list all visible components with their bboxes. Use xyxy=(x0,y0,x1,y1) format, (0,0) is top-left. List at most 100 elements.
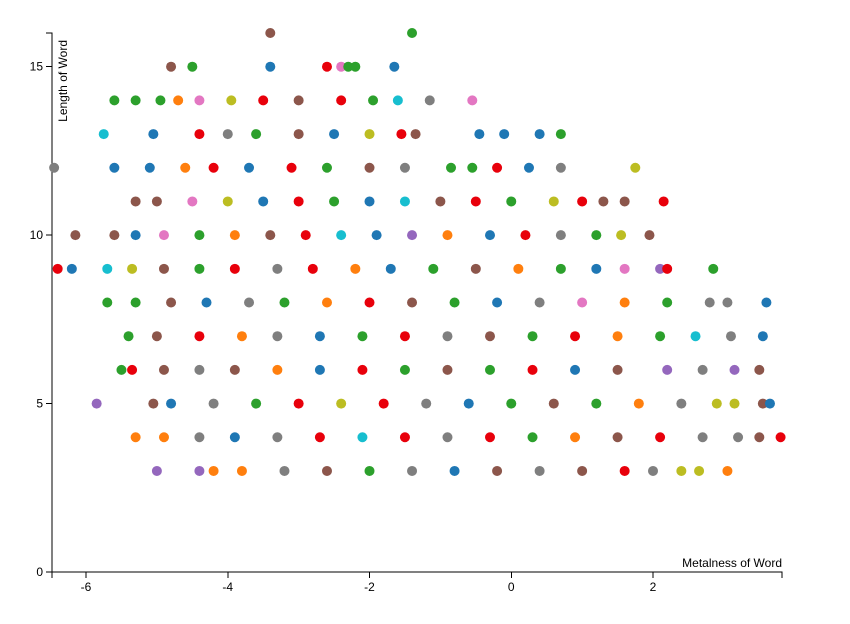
point xyxy=(711,398,722,409)
point xyxy=(158,432,169,443)
point xyxy=(729,364,740,375)
point xyxy=(761,297,772,308)
point xyxy=(577,297,588,308)
point xyxy=(485,432,495,443)
point xyxy=(474,129,485,140)
point xyxy=(407,465,418,476)
point xyxy=(321,465,332,476)
point xyxy=(722,297,733,308)
point xyxy=(279,297,290,308)
point xyxy=(722,465,733,476)
point xyxy=(775,432,786,443)
point xyxy=(300,230,311,241)
point xyxy=(442,364,453,375)
point xyxy=(336,398,347,409)
point xyxy=(293,95,304,106)
point xyxy=(527,331,538,342)
point xyxy=(399,432,410,443)
point xyxy=(109,230,120,241)
point xyxy=(91,398,102,409)
point xyxy=(314,432,325,443)
point xyxy=(236,331,247,342)
x-tick-label: -4 xyxy=(222,580,233,594)
point xyxy=(194,129,205,140)
point xyxy=(158,364,169,375)
point xyxy=(655,331,666,342)
point xyxy=(208,398,219,409)
y-tick-label: 15 xyxy=(30,60,44,74)
x-tick-label: -2 xyxy=(364,580,375,594)
point xyxy=(396,129,407,140)
point xyxy=(527,432,538,443)
point xyxy=(314,331,325,342)
point xyxy=(293,398,304,409)
point xyxy=(697,432,708,443)
point xyxy=(151,331,162,342)
point xyxy=(166,297,177,308)
point xyxy=(548,196,559,207)
point xyxy=(173,95,184,106)
point xyxy=(399,196,410,207)
point xyxy=(194,95,205,106)
point xyxy=(229,364,240,375)
point xyxy=(407,297,418,308)
point xyxy=(357,331,368,342)
point xyxy=(690,331,701,342)
point xyxy=(725,331,736,342)
point xyxy=(279,465,290,476)
point xyxy=(364,162,375,173)
point xyxy=(148,129,159,140)
point xyxy=(630,162,641,173)
point xyxy=(364,465,375,476)
point xyxy=(194,465,205,476)
point xyxy=(424,95,435,106)
point xyxy=(265,28,276,38)
point xyxy=(272,263,283,274)
point xyxy=(598,196,609,207)
point xyxy=(109,95,120,106)
point xyxy=(485,331,495,342)
point xyxy=(733,432,744,443)
point xyxy=(591,263,602,274)
point xyxy=(66,263,77,274)
point xyxy=(619,196,630,207)
point xyxy=(655,432,666,443)
point xyxy=(754,432,765,443)
point xyxy=(676,465,687,476)
point xyxy=(229,263,240,274)
point xyxy=(158,263,169,274)
point xyxy=(449,297,460,308)
point xyxy=(492,465,503,476)
point xyxy=(570,331,581,342)
point xyxy=(378,398,389,409)
point xyxy=(350,61,361,72)
point xyxy=(446,162,457,173)
point xyxy=(655,263,666,274)
point xyxy=(49,162,60,173)
point xyxy=(754,364,765,375)
point xyxy=(633,398,644,409)
point xyxy=(410,129,421,140)
point xyxy=(314,364,325,375)
point xyxy=(619,465,630,476)
point xyxy=(662,364,673,375)
point xyxy=(127,364,138,375)
point xyxy=(130,196,141,207)
point xyxy=(293,129,304,140)
point xyxy=(470,263,481,274)
point xyxy=(612,331,623,342)
point xyxy=(52,263,63,274)
point xyxy=(619,263,630,274)
point xyxy=(523,162,534,173)
y-tick-label: 0 xyxy=(36,565,43,579)
point xyxy=(485,230,495,241)
point xyxy=(194,331,205,342)
point xyxy=(389,61,400,72)
point xyxy=(244,297,255,308)
y-tick-label: 10 xyxy=(30,228,44,242)
point xyxy=(757,398,768,409)
point xyxy=(222,129,233,140)
point xyxy=(506,398,517,409)
point xyxy=(265,230,276,241)
point xyxy=(616,230,627,241)
